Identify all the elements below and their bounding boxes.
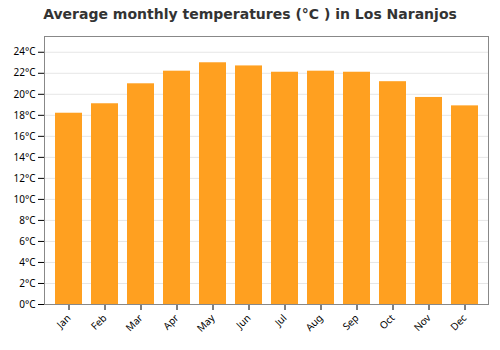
svg-text:14°C: 14°C <box>13 150 36 164</box>
svg-text:0°C: 0°C <box>19 297 36 311</box>
svg-text:Jan: Jan <box>53 311 74 332</box>
svg-text:24°C: 24°C <box>13 44 36 58</box>
svg-text:Jul: Jul <box>271 311 290 330</box>
svg-text:4°C: 4°C <box>19 255 36 269</box>
svg-text:Feb: Feb <box>87 311 109 333</box>
svg-text:2°C: 2°C <box>19 276 36 290</box>
svg-text:12°C: 12°C <box>13 171 36 185</box>
svg-text:20°C: 20°C <box>13 87 36 101</box>
svg-text:Apr: Apr <box>160 311 182 333</box>
svg-text:Nov: Nov <box>410 310 434 334</box>
svg-text:18°C: 18°C <box>13 108 36 122</box>
svg-text:Mar: Mar <box>122 311 145 334</box>
svg-text:10°C: 10°C <box>13 192 36 206</box>
html-text:Average monthly temperatures (: Average monthly temperatures (°C ) in Lo… <box>43 6 457 22</box>
svg-text:16°C: 16°C <box>13 129 36 143</box>
svg-text:Sep: Sep <box>339 311 361 333</box>
svg-text:Oct: Oct <box>376 311 398 333</box>
svg-text:Jun: Jun <box>232 311 253 332</box>
svg-text:22°C: 22°C <box>13 65 36 79</box>
svg-text:8°C: 8°C <box>19 213 36 227</box>
svg-text:Dec: Dec <box>447 311 470 334</box>
svg-text:6°C: 6°C <box>19 234 36 248</box>
svg-text:May: May <box>193 310 218 335</box>
svg-text:Aug: Aug <box>302 311 325 334</box>
